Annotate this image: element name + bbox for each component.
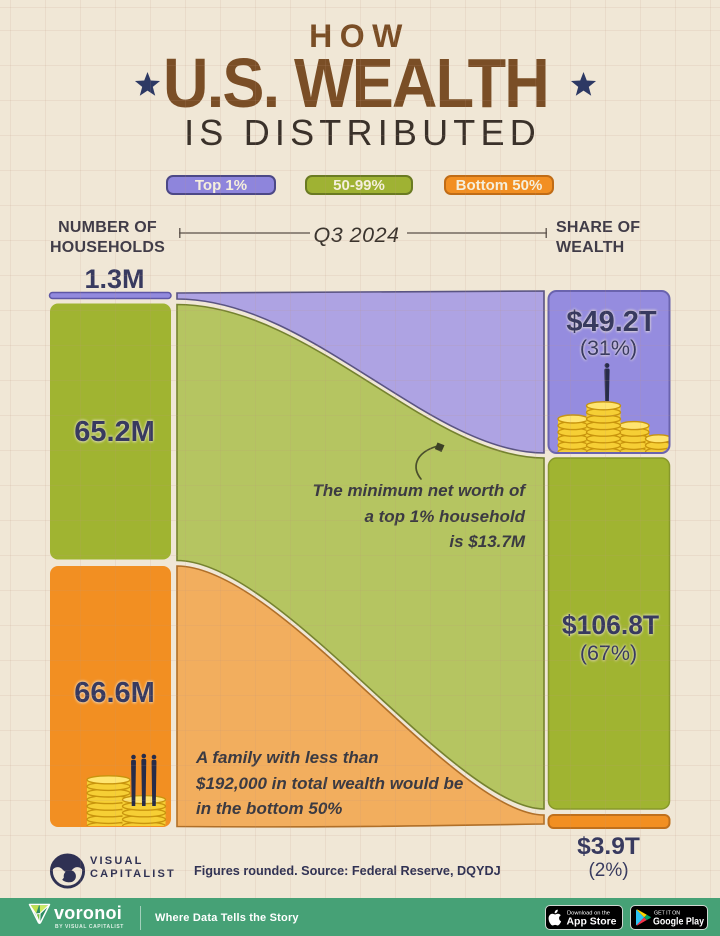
svg-text:App Store: App Store [567,916,617,928]
svg-text:GET IT ON: GET IT ON [654,911,680,917]
svg-text:Google Play: Google Play [653,917,704,928]
svg-text:Download on the: Download on the [567,911,610,917]
